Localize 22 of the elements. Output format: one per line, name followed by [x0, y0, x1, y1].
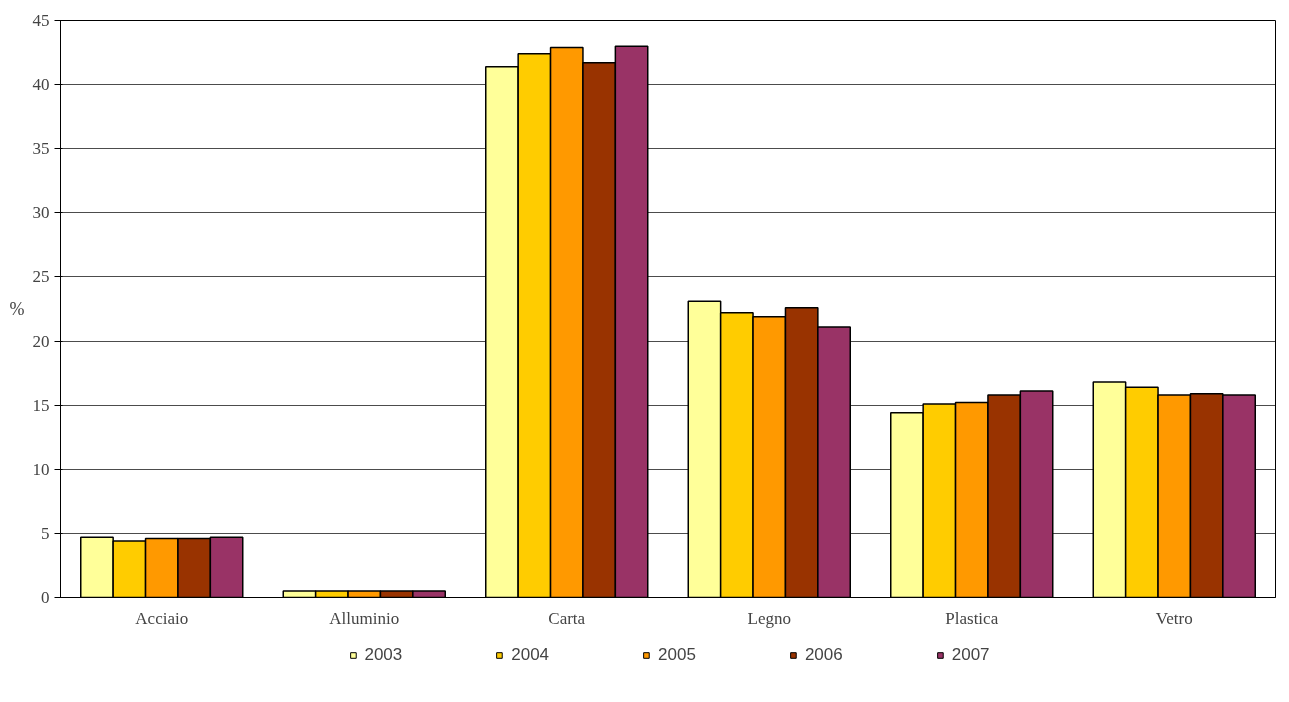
x-tick-label: Vetro	[1155, 608, 1193, 628]
y-tick-label: 30	[32, 203, 50, 223]
x-tick-label: Legno	[747, 608, 791, 628]
legend-label: 2007	[951, 645, 990, 665]
y-tick-label: 40	[32, 75, 50, 95]
x-tick-label: Carta	[548, 608, 586, 628]
y-tick-label: 0	[41, 588, 50, 607]
legend-label: 2004	[511, 645, 550, 665]
legend-label: 2003	[364, 645, 403, 665]
y-tick-label: 15	[32, 395, 50, 415]
x-tick-label: Acciaio	[135, 608, 189, 628]
legend-label: 2006	[804, 645, 843, 665]
legend-label: 2005	[658, 645, 696, 665]
x-tick-label: Plastica	[945, 608, 999, 628]
y-tick-label: 45	[32, 11, 50, 30]
y-tick-label: 5	[41, 523, 50, 543]
y-tick-label: 10	[32, 459, 50, 479]
y-tick-label: 35	[32, 139, 50, 159]
y-tick-label: 20	[32, 331, 50, 351]
y-axis-title: %	[9, 299, 25, 319]
y-tick-label: 25	[32, 267, 50, 287]
x-tick-label: Alluminio	[329, 608, 400, 628]
